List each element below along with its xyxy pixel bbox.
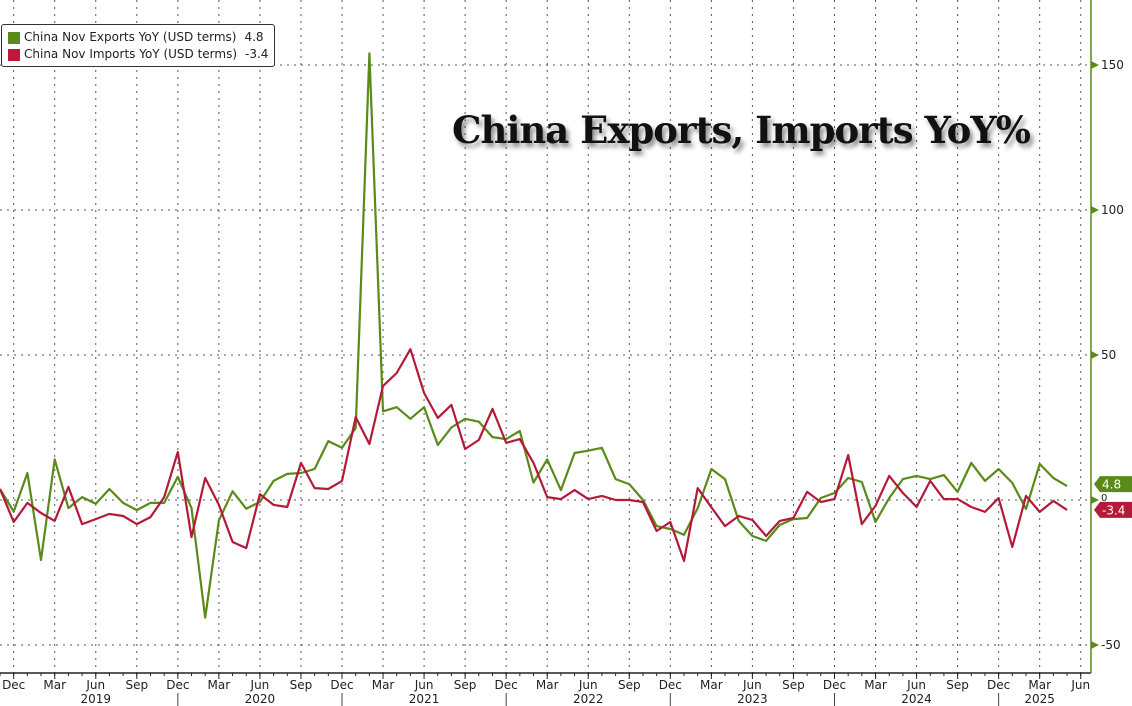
y-tick-label: 50 bbox=[1101, 348, 1116, 362]
x-year-label: 2022 bbox=[573, 692, 604, 706]
x-tick-label: Dec bbox=[987, 678, 1010, 692]
x-tick-label: Dec bbox=[330, 678, 353, 692]
x-tick-label: Mar bbox=[864, 678, 887, 692]
chart-title: China Exports, Imports YoY% bbox=[452, 108, 1031, 152]
legend-label-exports: China Nov Exports YoY (USD terms) bbox=[24, 30, 237, 44]
axis-labels: 150 100 50 0 -50 Dec Mar Jun Sep Dec Mar Jun Sep Dec M… bbox=[2, 58, 1132, 706]
x-tick-label: Mar bbox=[1028, 678, 1051, 692]
flag-value: 4.8 bbox=[1102, 478, 1121, 492]
x-tick-label: Jun bbox=[578, 678, 598, 692]
exports-line bbox=[0, 52, 1068, 619]
x-tick-label: Jun bbox=[906, 678, 926, 692]
x-tick-label: Sep bbox=[290, 678, 313, 692]
legend-swatch-exports bbox=[8, 31, 20, 44]
x-tick-label: Mar bbox=[700, 678, 723, 692]
y-tick-label: 100 bbox=[1101, 203, 1124, 217]
exports-last-value-flag: 4.8 bbox=[1094, 476, 1132, 493]
legend-item-imports: China Nov Imports YoY (USD terms) -3.4 bbox=[8, 46, 268, 63]
x-tick-label: Jun bbox=[85, 678, 105, 692]
legend-value-exports: 4.8 bbox=[244, 30, 264, 44]
flag-value: -3.4 bbox=[1102, 503, 1125, 517]
ytick-marker bbox=[1091, 496, 1099, 504]
imports-last-value-flag: -3.4 bbox=[1094, 501, 1132, 518]
x-tick-label: Mar bbox=[208, 678, 231, 692]
x-tick-label: Mar bbox=[43, 678, 66, 692]
x-tick-label: Jun bbox=[250, 678, 270, 692]
x-tick-label: Sep bbox=[782, 678, 805, 692]
x-tick-label: Sep bbox=[125, 678, 148, 692]
legend-item-exports: China Nov Exports YoY (USD terms) 4.8 bbox=[8, 29, 268, 46]
x-tick-label: Sep bbox=[946, 678, 969, 692]
x-year-label: 2024 bbox=[901, 692, 932, 706]
legend-swatch-imports bbox=[8, 48, 20, 61]
gridlines bbox=[0, 0, 1091, 673]
x-tick-label: Dec bbox=[495, 678, 518, 692]
legend: China Nov Exports YoY (USD terms) 4.8 Ch… bbox=[1, 24, 276, 67]
y-tick-label: -50 bbox=[1101, 638, 1121, 652]
x-year-label: 2023 bbox=[737, 692, 768, 706]
legend-label-imports: China Nov Imports YoY (USD terms) bbox=[24, 47, 238, 61]
flag-background bbox=[1094, 476, 1132, 493]
series-lines bbox=[0, 52, 1068, 619]
ytick-marker bbox=[1091, 351, 1099, 359]
x-tick-label: Dec bbox=[166, 678, 189, 692]
x-tick-label: Jun bbox=[1070, 678, 1090, 692]
x-year-label: 2025 bbox=[1024, 692, 1055, 706]
ytick-marker bbox=[1091, 206, 1099, 214]
y-tick-label: 150 bbox=[1101, 58, 1124, 72]
x-tick-label: Sep bbox=[618, 678, 641, 692]
flag-background bbox=[1094, 501, 1132, 518]
x-year-label: 2021 bbox=[409, 692, 440, 706]
imports-line bbox=[0, 348, 1068, 563]
axes bbox=[0, 0, 1099, 706]
x-year-label: 2020 bbox=[245, 692, 276, 706]
x-year-label: 2019 bbox=[80, 692, 111, 706]
x-tick-label: Dec bbox=[2, 678, 25, 692]
x-tick-label: Sep bbox=[454, 678, 477, 692]
x-tick-label: Jun bbox=[742, 678, 762, 692]
x-tick-label: Mar bbox=[536, 678, 559, 692]
x-tick-label: Dec bbox=[659, 678, 682, 692]
y-tick-label: 0 bbox=[1101, 493, 1107, 504]
x-tick-label: Dec bbox=[823, 678, 846, 692]
legend-value-imports: -3.4 bbox=[245, 47, 269, 61]
ytick-marker bbox=[1091, 61, 1099, 69]
ytick-marker bbox=[1091, 641, 1099, 649]
x-tick-label: Jun bbox=[414, 678, 434, 692]
x-tick-label: Mar bbox=[372, 678, 395, 692]
